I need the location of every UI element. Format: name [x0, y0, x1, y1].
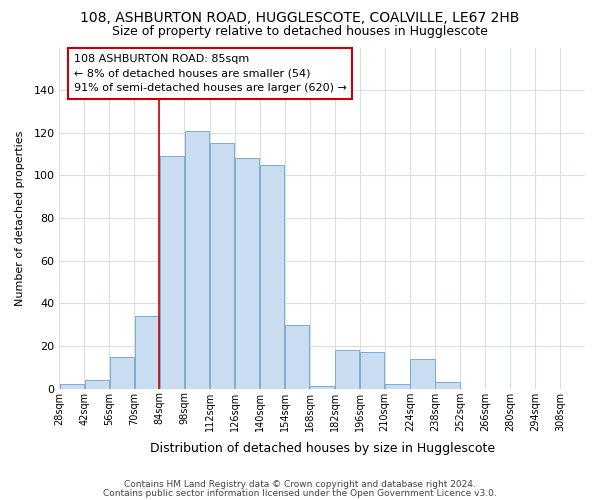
Bar	[410, 359, 434, 388]
Bar	[260, 165, 284, 388]
Bar	[235, 158, 259, 388]
Bar	[360, 352, 385, 388]
Bar	[59, 384, 84, 388]
Bar	[285, 324, 310, 388]
Bar	[385, 384, 410, 388]
Bar	[210, 144, 234, 388]
Text: Size of property relative to detached houses in Hugglescote: Size of property relative to detached ho…	[112, 25, 488, 38]
Bar	[110, 356, 134, 388]
Text: 108, ASHBURTON ROAD, HUGGLESCOTE, COALVILLE, LE67 2HB: 108, ASHBURTON ROAD, HUGGLESCOTE, COALVI…	[80, 11, 520, 25]
Bar	[134, 316, 159, 388]
Text: Contains public sector information licensed under the Open Government Licence v3: Contains public sector information licen…	[103, 488, 497, 498]
Bar	[435, 382, 460, 388]
Bar	[160, 156, 184, 388]
Y-axis label: Number of detached properties: Number of detached properties	[15, 130, 25, 306]
X-axis label: Distribution of detached houses by size in Hugglescote: Distribution of detached houses by size …	[149, 442, 495, 455]
Bar	[335, 350, 359, 389]
Bar	[185, 130, 209, 388]
Bar	[85, 380, 109, 388]
Text: 108 ASHBURTON ROAD: 85sqm
← 8% of detached houses are smaller (54)
91% of semi-d: 108 ASHBURTON ROAD: 85sqm ← 8% of detach…	[74, 54, 346, 94]
Bar	[310, 386, 334, 388]
Text: Contains HM Land Registry data © Crown copyright and database right 2024.: Contains HM Land Registry data © Crown c…	[124, 480, 476, 489]
